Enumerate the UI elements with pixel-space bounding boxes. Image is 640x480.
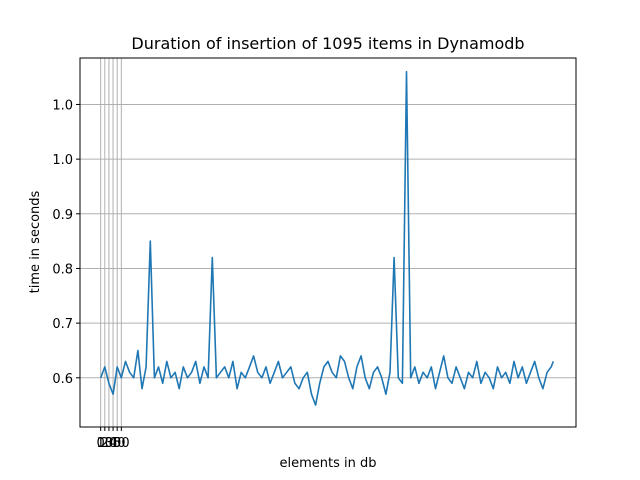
- chart-title: Duration of insertion of 1095 items in D…: [131, 34, 524, 53]
- y-tick-label: 0.7: [52, 317, 73, 332]
- x-tick-label: 30: [105, 436, 122, 451]
- y-tick-label: 1.0: [52, 98, 73, 113]
- series-line: [99, 70, 555, 406]
- y-tick-label: 0.8: [52, 262, 73, 277]
- grid-layer: [80, 58, 576, 427]
- y-tick-label: 0.6: [52, 372, 73, 387]
- x-tick-label: 40: [109, 436, 126, 451]
- x-tick-label: 10: [97, 436, 114, 451]
- x-tick-label: 0: [97, 436, 105, 451]
- y-tick-label: 1.0: [52, 153, 73, 168]
- x-axis-label: elements in db: [280, 456, 377, 471]
- series-layer: [99, 70, 555, 406]
- plot-frame: [79, 57, 577, 428]
- x-tick-label: 20: [101, 436, 118, 451]
- x-tick-label: 50: [113, 436, 130, 451]
- y-axis-label: time in seconds: [28, 190, 43, 293]
- y-tick-label: 0.9: [52, 208, 73, 223]
